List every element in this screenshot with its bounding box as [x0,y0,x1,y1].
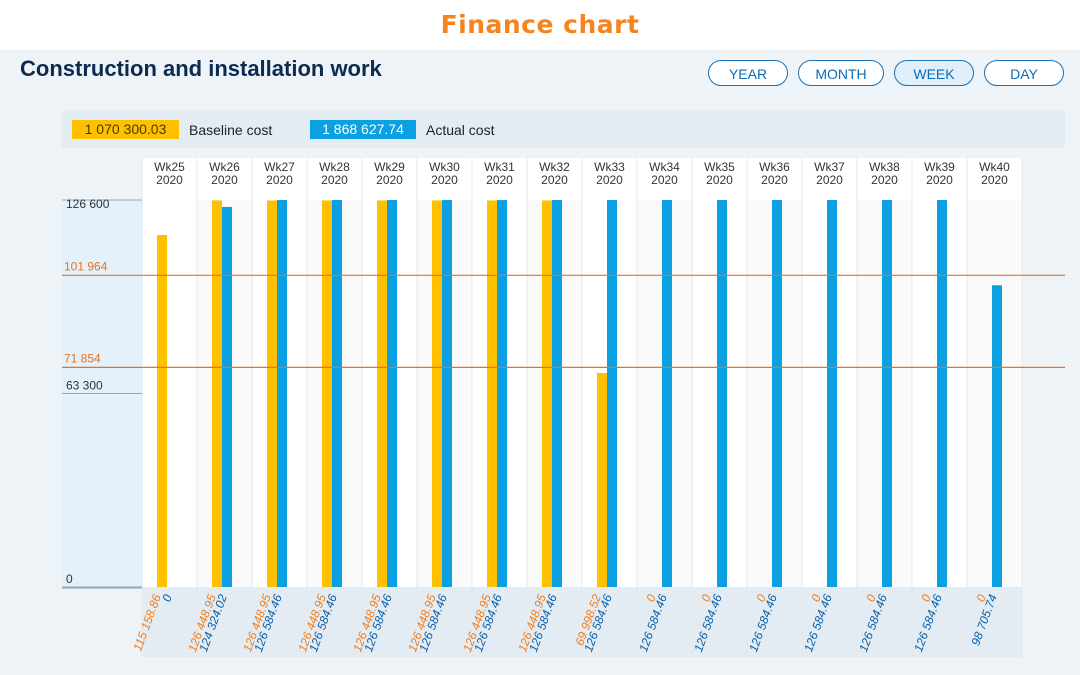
x-tick-year-label: 2020 [266,173,293,187]
x-tick-week-label: Wk30 [429,160,460,174]
actual-total-badge: 1 868 627.74 [310,120,416,139]
x-tick-year-label: 2020 [486,173,513,187]
actual-bar [277,200,287,588]
actual-bar [552,200,562,588]
x-tick-year-label: 2020 [981,173,1008,187]
baseline-bar [212,200,222,588]
baseline-bar [157,234,167,587]
baseline-bar [377,200,387,588]
x-tick-week-label: Wk26 [209,160,240,174]
baseline-value-label: 0 [918,592,934,603]
x-tick-week-label: Wk38 [869,160,900,174]
x-tick-week-label: Wk28 [319,160,350,174]
actual-bar [387,200,397,588]
day-button[interactable]: DAY [984,60,1064,86]
actual-bar [607,200,617,588]
baseline-value-label: 0 [808,592,824,603]
baseline-total-badge: 1 070 300.03 [72,120,179,139]
page-title: Construction and installation work [20,56,382,81]
x-tick-year-label: 2020 [871,173,898,187]
x-tick-week-label: Wk36 [759,160,790,174]
baseline-bar [597,373,607,587]
x-tick-week-label: Wk40 [979,160,1010,174]
baseline-bar [322,200,332,588]
x-tick-year-label: 2020 [376,173,403,187]
x-tick-week-label: Wk33 [594,160,625,174]
actual-legend-label: Actual cost [426,122,495,138]
x-tick-week-label: Wk31 [484,160,515,174]
y-tick-label: 0 [66,572,73,586]
baseline-value-label: 0 [643,592,659,603]
y-axis-panel [62,200,142,589]
actual-bar [662,200,672,588]
actual-bar [497,200,507,588]
baseline-bar [542,200,552,588]
x-tick-year-label: 2020 [926,173,953,187]
x-tick-year-label: 2020 [321,173,348,187]
x-tick-year-label: 2020 [156,173,183,187]
actual-bar [717,200,727,588]
x-tick-week-label: Wk35 [704,160,735,174]
actual-bar [937,200,947,588]
x-tick-week-label: Wk37 [814,160,845,174]
baseline-value-label: 0 [863,592,879,603]
reference-line-label: 101 964 [64,259,108,273]
actual-bar [222,206,232,587]
x-tick-week-label: Wk34 [649,160,680,174]
reference-line-label: 71 854 [64,351,101,365]
week-button[interactable]: WEEK [894,60,974,86]
header-bar: Finance chart [0,0,1080,50]
actual-value-label: 0 [159,592,175,603]
x-tick-year-label: 2020 [651,173,678,187]
x-tick-year-label: 2020 [596,173,623,187]
x-tick-year-label: 2020 [431,173,458,187]
actual-bar [772,200,782,588]
actual-bar [442,200,452,588]
baseline-value-label: 0 [698,592,714,603]
app-title: Finance chart [440,10,640,39]
x-tick-year-label: 2020 [706,173,733,187]
baseline-bar [267,200,277,588]
legend: 1 070 300.03 Baseline cost 1 868 627.74 … [62,110,1065,148]
x-tick-week-label: Wk39 [924,160,955,174]
baseline-value-label: 0 [973,592,989,603]
actual-bar [882,200,892,588]
actual-bar [992,285,1002,587]
x-tick-week-label: Wk29 [374,160,405,174]
month-button[interactable]: MONTH [798,60,884,86]
x-tick-week-label: Wk27 [264,160,295,174]
x-tick-week-label: Wk32 [539,160,570,174]
baseline-bar [432,200,442,588]
baseline-legend-label: Baseline cost [189,122,273,138]
actual-bar [827,200,837,588]
y-tick-label: 63 300 [66,379,103,393]
year-button[interactable]: YEAR [708,60,788,86]
baseline-value-label: 0 [753,592,769,603]
x-tick-year-label: 2020 [761,173,788,187]
baseline-bar [487,200,497,588]
actual-bar [332,200,342,588]
x-tick-year-label: 2020 [211,173,238,187]
x-tick-year-label: 2020 [816,173,843,187]
x-tick-year-label: 2020 [541,173,568,187]
x-tick-week-label: Wk25 [154,160,185,174]
y-tick-label: 126 600 [66,197,110,211]
